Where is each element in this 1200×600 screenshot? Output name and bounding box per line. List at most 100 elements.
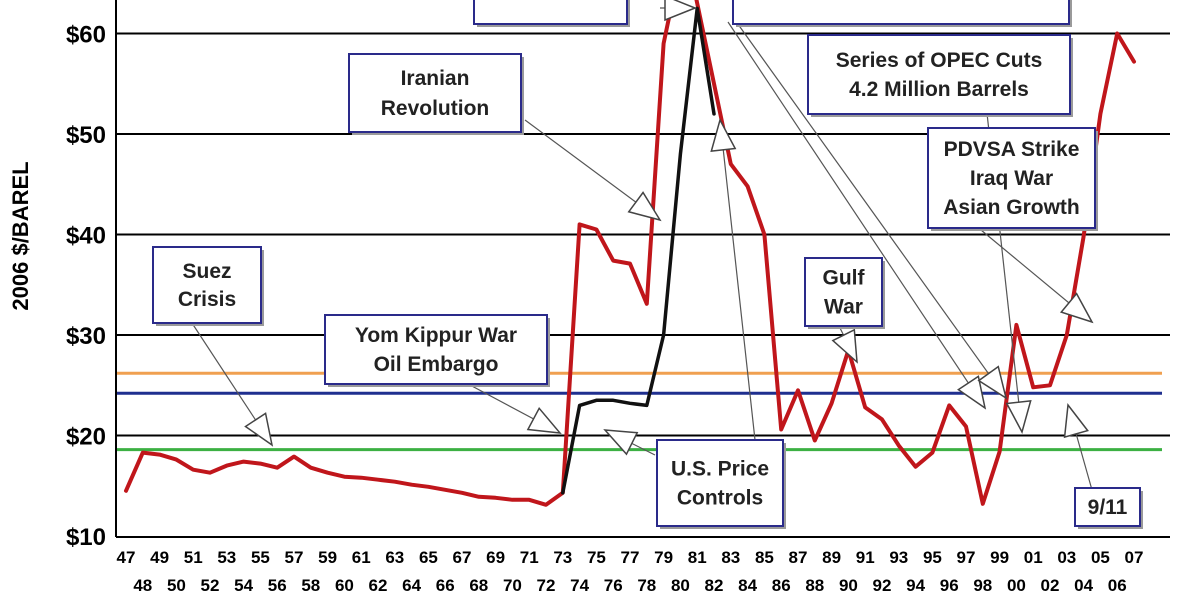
x-tick-label: 83 bbox=[721, 548, 740, 567]
x-tick-label: 54 bbox=[234, 576, 253, 595]
price-controls-line bbox=[561, 6, 716, 495]
annotation-frame bbox=[656, 439, 784, 527]
annotation-box: Asian Econ Crisis bbox=[732, 0, 1072, 27]
x-tick-label: 99 bbox=[990, 548, 1009, 567]
x-tick-label: 98 bbox=[973, 576, 992, 595]
y-tick-labels: $10 $20 $30 $40 $50 $60 bbox=[66, 22, 106, 552]
x-tick-label: 79 bbox=[654, 548, 673, 567]
annotation-text: Crisis bbox=[178, 288, 236, 311]
x-tick-label: 88 bbox=[805, 576, 824, 595]
x-tick-label: 69 bbox=[486, 548, 505, 567]
annotation-text: Controls bbox=[677, 487, 763, 510]
annotation-frame bbox=[1074, 487, 1141, 527]
annotation-text: Yom Kippur War bbox=[355, 324, 517, 347]
x-tick-label: 49 bbox=[150, 548, 169, 567]
y-axis-label: 2006 $/BAREL bbox=[8, 161, 33, 310]
annotation-text: U.S. Price bbox=[671, 458, 769, 481]
x-tick-label: 67 bbox=[453, 548, 472, 567]
annotation-frame bbox=[152, 246, 262, 324]
x-tick-label: 50 bbox=[167, 576, 186, 595]
x-tick-label: 72 bbox=[537, 576, 556, 595]
annotation-frame bbox=[807, 34, 1071, 115]
x-tick-label: 71 bbox=[520, 548, 539, 567]
x-tick-label: 07 bbox=[1125, 548, 1144, 567]
annotation-box: Yom Kippur War Oil Embargo bbox=[324, 314, 550, 387]
x-tick-label: 03 bbox=[1057, 548, 1076, 567]
x-tick-label: 86 bbox=[772, 576, 791, 595]
annotation-text: Gulf bbox=[823, 267, 866, 290]
y-tick-label: $20 bbox=[66, 424, 106, 451]
x-tick-label: 94 bbox=[906, 576, 925, 595]
annotation-text: War bbox=[824, 296, 863, 319]
arrow-head bbox=[603, 429, 639, 456]
x-tick-label: 97 bbox=[957, 548, 976, 567]
x-tick-label: 85 bbox=[755, 548, 774, 567]
x-tick-label: 84 bbox=[738, 576, 757, 595]
annotation-boxes: Suez Crisis Yom Kippur War Oil Embargo Irani… bbox=[152, 0, 1143, 529]
arrow-shaft bbox=[719, 119, 756, 441]
arrow-head bbox=[1005, 400, 1032, 435]
annotation-text: Revolution bbox=[381, 97, 490, 120]
annotation-frame bbox=[473, 0, 628, 25]
annotation-text: Iranian bbox=[401, 67, 470, 90]
annotation-box: PDVSA Strike Iraq War Asian Growth bbox=[927, 127, 1098, 231]
annotation-frame bbox=[324, 314, 548, 385]
annotation-arrows bbox=[189, 0, 1094, 491]
annotation-text: Suez bbox=[182, 260, 231, 283]
x-tick-label: 02 bbox=[1041, 576, 1060, 595]
annotation-box: 9/11 bbox=[1074, 487, 1143, 529]
x-tick-label: 70 bbox=[503, 576, 522, 595]
x-tick-label: 51 bbox=[184, 548, 203, 567]
arrow-head bbox=[977, 365, 1008, 400]
x-tick-label: 89 bbox=[822, 548, 841, 567]
x-tick-label: 57 bbox=[285, 548, 304, 567]
x-tick-label: 80 bbox=[671, 576, 690, 595]
annotation-box: U.S. Price Controls bbox=[656, 439, 786, 529]
arrow-head bbox=[831, 328, 858, 364]
arrow-head bbox=[526, 406, 562, 434]
x-tick-label: 82 bbox=[705, 576, 724, 595]
x-tick-label: 73 bbox=[553, 548, 572, 567]
x-tick-labels: 47 49 51 53 55 57 59 61 63 65 67 69 71 73 75 77 79 81 83 85… bbox=[117, 548, 1144, 595]
arrow-head bbox=[957, 375, 987, 410]
x-tick-label: 47 bbox=[117, 548, 136, 567]
x-tick-label: 56 bbox=[268, 576, 287, 595]
annotation-text: Series of OPEC Cuts bbox=[836, 49, 1043, 72]
annotation-text: Asian Econ Crisis bbox=[812, 0, 991, 4]
x-tick-label: 90 bbox=[839, 576, 858, 595]
x-tick-label: 00 bbox=[1007, 576, 1026, 595]
x-tick-label: 77 bbox=[621, 548, 640, 567]
x-tick-label: 58 bbox=[301, 576, 320, 595]
x-tick-label: 95 bbox=[923, 548, 942, 567]
x-tick-label: 66 bbox=[436, 576, 455, 595]
x-tick-label: 81 bbox=[688, 548, 707, 567]
price-line bbox=[124, 0, 1136, 507]
x-tick-label: 64 bbox=[402, 576, 421, 595]
x-tick-label: 65 bbox=[419, 548, 438, 567]
y-tick-label: $10 bbox=[66, 524, 106, 551]
x-tick-label: 96 bbox=[940, 576, 959, 595]
annotation-text: PDVSA Strike bbox=[944, 138, 1080, 161]
annotation-text: Iraq War bbox=[970, 167, 1053, 190]
y-tick-label: $50 bbox=[66, 122, 106, 149]
arrow-head bbox=[244, 412, 274, 447]
arrow-shaft bbox=[727, 21, 986, 409]
x-tick-label: 53 bbox=[217, 548, 236, 567]
x-tick-label: 78 bbox=[637, 576, 656, 595]
x-tick-label: 04 bbox=[1074, 576, 1093, 595]
x-tick-label: 76 bbox=[604, 576, 623, 595]
price-series bbox=[124, 0, 1136, 507]
annotation-box: Series of OPEC Cuts 4.2 Million Barrels bbox=[807, 34, 1073, 117]
y-tick-label: $40 bbox=[66, 223, 106, 250]
y-tick-label: $60 bbox=[66, 22, 106, 49]
arrow-head bbox=[1059, 292, 1094, 324]
annotation-frame bbox=[732, 0, 1070, 25]
arrow-head bbox=[710, 117, 737, 152]
annotation-frame bbox=[927, 127, 1096, 229]
x-tick-label: 59 bbox=[318, 548, 337, 567]
x-tick-label: 91 bbox=[856, 548, 875, 567]
x-tick-label: 63 bbox=[385, 548, 404, 567]
arrow-head bbox=[627, 191, 662, 222]
x-tick-label: 55 bbox=[251, 548, 270, 567]
